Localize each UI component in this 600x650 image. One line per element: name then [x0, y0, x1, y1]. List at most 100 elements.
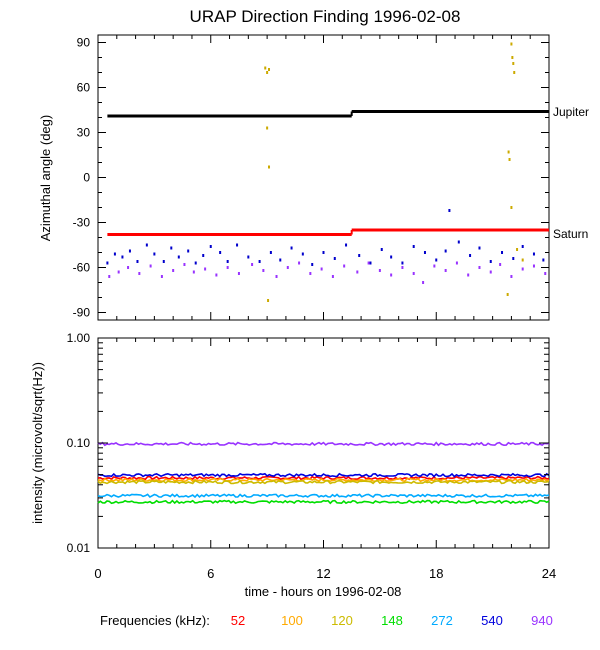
- azimuth-point: [521, 245, 524, 248]
- intensity-series-lines: [97, 441, 550, 505]
- azimuth-tick-label: -90: [73, 306, 91, 320]
- azimuth-point: [469, 254, 472, 257]
- intensity-line-120khz: [97, 479, 550, 485]
- intensity-y-axis-label: intensity (microvolt/sqrt(Hz)): [30, 362, 45, 524]
- azimuth-tick-label: 0: [83, 171, 90, 185]
- legend-item-148khz: 148: [381, 613, 403, 628]
- azimuth-point: [512, 257, 515, 260]
- legend-item-100khz: 100: [281, 613, 303, 628]
- azimuth-point: [412, 272, 415, 275]
- azimuth-point: [532, 264, 535, 268]
- azimuth-point: [268, 165, 271, 169]
- legend-item-540khz: 540: [481, 613, 503, 628]
- azimuth-tick-label: -60: [73, 261, 91, 275]
- time-tick-label: 0: [94, 566, 101, 581]
- azimuth-point: [113, 252, 116, 256]
- azimuth-point: [279, 258, 282, 262]
- azimuth-point: [516, 248, 519, 251]
- azimuth-point: [286, 266, 289, 269]
- azimuth-point: [202, 254, 205, 257]
- intensity-tick-label: 1.00: [67, 331, 91, 345]
- azimuth-point: [127, 266, 130, 269]
- intensity-line-52khz: [97, 475, 550, 481]
- azimuth-point: [170, 246, 173, 250]
- azimuth-point: [478, 246, 481, 250]
- azimuth-point: [444, 249, 447, 253]
- azimuth-data-points: [106, 42, 547, 302]
- azimuth-point: [145, 243, 148, 247]
- azimuth-point: [322, 251, 325, 254]
- azimuth-point: [444, 269, 447, 272]
- azimuth-point: [226, 260, 229, 263]
- azimuth-axis-ticks: 90 60 30 0 -30 -60 -90: [73, 35, 550, 320]
- azimuth-point: [401, 266, 404, 269]
- azimuth-point: [160, 275, 163, 278]
- azimuth-tick-label: 90: [77, 36, 91, 50]
- intensity-line-148khz: [97, 499, 550, 505]
- azimuth-point: [435, 258, 438, 262]
- azimuth-point: [510, 42, 513, 46]
- azimuth-point: [177, 255, 180, 259]
- azimuth-point: [510, 206, 513, 209]
- azimuth-point: [412, 245, 415, 248]
- azimuth-point: [215, 273, 218, 277]
- azimuth-point: [106, 261, 109, 265]
- azimuth-tick-label: -30: [73, 216, 91, 230]
- azimuth-point: [544, 272, 547, 275]
- azimuth-point: [345, 243, 348, 247]
- azimuth-point: [542, 258, 545, 262]
- azimuth-point: [192, 270, 195, 274]
- azimuth-point: [187, 249, 190, 253]
- azimuth-point: [108, 275, 111, 278]
- azimuth-point: [333, 257, 336, 260]
- azimuth-point: [532, 252, 535, 256]
- azimuth-point: [507, 150, 510, 154]
- azimuth-point: [266, 71, 269, 74]
- azimuth-point: [262, 269, 265, 272]
- azimuth-point: [511, 56, 514, 59]
- azimuth-point: [290, 246, 293, 250]
- frequency-legend: Frequencies (kHz): 52 100 120 148 272 540 940: [100, 613, 553, 628]
- intensity-line-940khz: [97, 441, 550, 447]
- legend-item-120khz: 120: [331, 613, 353, 628]
- legend-item-52khz: 52: [231, 613, 245, 628]
- azimuth-point: [508, 158, 511, 161]
- azimuth-point: [251, 263, 254, 266]
- time-tick-label: 24: [542, 566, 556, 581]
- azimuth-point: [121, 255, 124, 259]
- azimuth-y-axis-label: Azimuthal angle (deg): [38, 115, 53, 241]
- time-tick-label: 6: [207, 566, 214, 581]
- x-axis-label: time - hours on 1996-02-08: [245, 584, 402, 599]
- intensity-tick-label: 0.01: [67, 541, 91, 555]
- jupiter-label: Jupiter: [553, 105, 589, 119]
- time-tick-label: 18: [429, 566, 443, 581]
- azimuth-point: [149, 264, 152, 268]
- planet-reference-lines: [107, 110, 549, 236]
- azimuth-point: [478, 266, 481, 269]
- azimuth-point: [423, 251, 426, 254]
- intensity-axis-ticks: 1.00 0.10 0.010 6 12 18 24: [67, 331, 557, 581]
- azimuth-point: [138, 272, 141, 275]
- azimuth-point: [510, 275, 513, 278]
- azimuth-tick-label: 60: [77, 81, 91, 95]
- legend-item-940khz: 940: [531, 613, 553, 628]
- azimuth-point: [204, 267, 207, 271]
- azimuth-point: [512, 62, 515, 65]
- azimuth-point: [209, 245, 212, 248]
- azimuth-point: [401, 261, 404, 265]
- azimuth-point: [298, 261, 301, 265]
- azimuth-point: [309, 272, 312, 275]
- chart-title: URAP Direction Finding 1996-02-08: [190, 7, 461, 26]
- intensity-line-540khz: [97, 472, 550, 478]
- azimuth-point: [268, 68, 271, 71]
- azimuth-point: [331, 275, 334, 278]
- azimuth-point: [433, 264, 436, 268]
- intensity-line-272khz: [97, 493, 550, 499]
- azimuth-point: [489, 270, 492, 274]
- azimuth-point: [183, 263, 186, 266]
- azimuth-point: [172, 269, 175, 272]
- azimuth-point: [117, 270, 120, 274]
- azimuth-point: [343, 264, 346, 268]
- azimuth-point: [390, 273, 393, 277]
